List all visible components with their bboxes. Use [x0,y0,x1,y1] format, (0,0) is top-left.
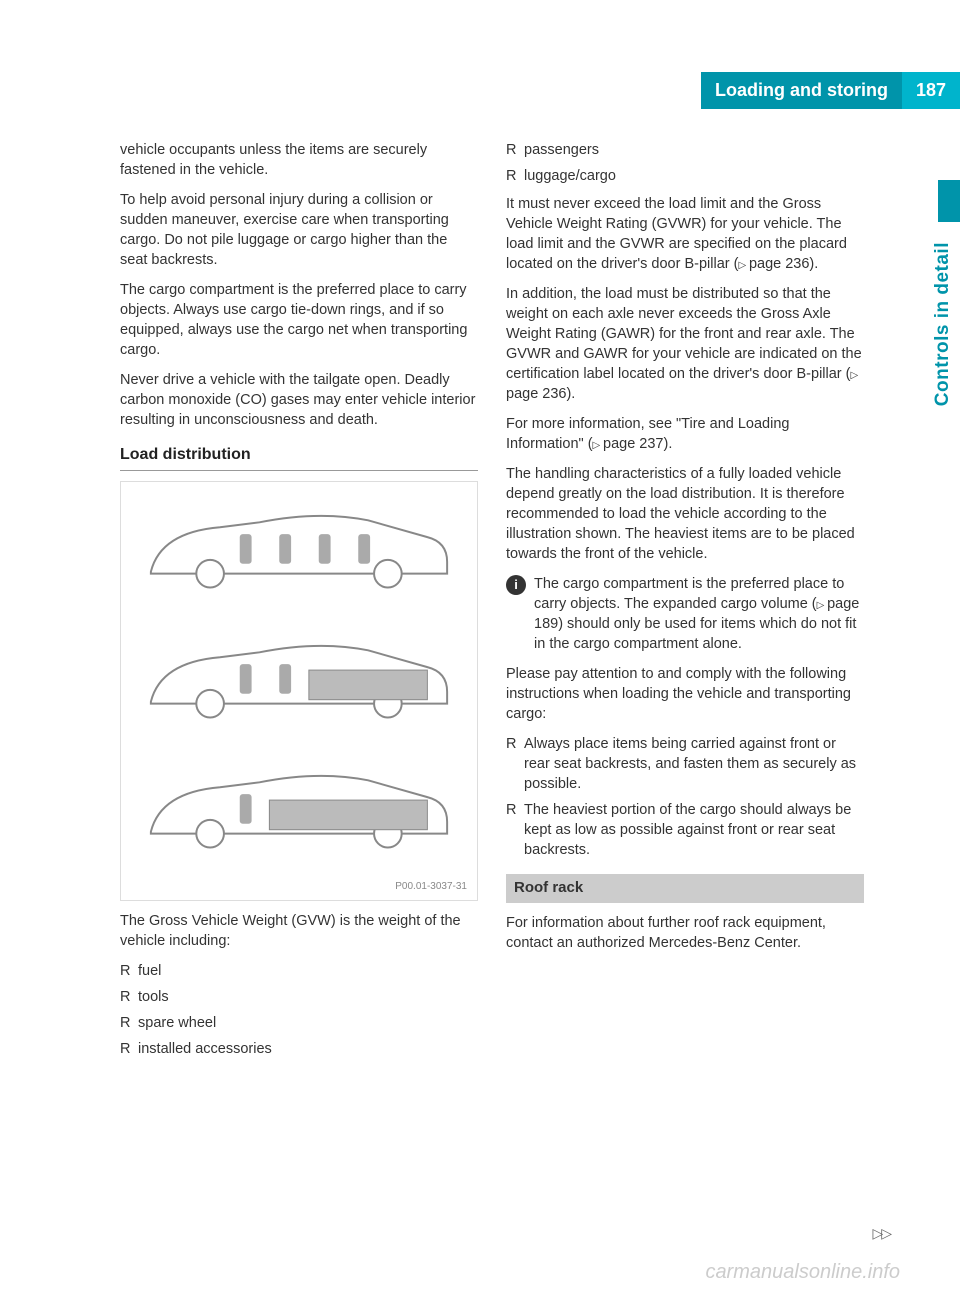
para: Please pay attention to and comply with … [506,664,864,724]
header-bar: Loading and storing 187 [701,72,960,109]
para: The handling characteristics of a fully … [506,464,864,564]
list-item: tools [120,987,478,1007]
watermark-text: carmanualsonline.info [705,1261,900,1284]
section-heading-load-distribution: Load distribution [120,444,478,471]
page-number: 187 [902,72,960,109]
gvw-includes-list-cont: passengers luggage/cargo [506,140,864,186]
para: For information about further roof rack … [506,913,864,953]
side-tab-label: Controls in detail [926,230,960,418]
left-column: vehicle occupants unless the items are s… [120,140,478,1067]
para: It must never exceed the load limit and … [506,194,864,274]
para: Never drive a vehicle with the tailgate … [120,370,478,430]
para: The Gross Vehicle Weight (GVW) is the we… [120,911,478,951]
gvw-includes-list: fuel tools spare wheel installed accesso… [120,961,478,1059]
info-note: i The cargo compartment is the preferred… [506,574,864,654]
list-item: fuel [120,961,478,981]
side-tab-marker [938,180,960,222]
list-item: installed accessories [120,1039,478,1059]
para: The cargo compartment is the preferred p… [120,280,478,360]
chapter-title: Loading and storing [701,72,902,109]
section-heading-roof-rack: Roof rack [506,874,864,903]
list-item: passengers [506,140,864,160]
list-item: spare wheel [120,1013,478,1033]
para: vehicle occupants unless the items are s… [120,140,478,180]
list-item: Always place items being carried against… [506,734,864,794]
list-item: luggage/cargo [506,166,864,186]
right-column: passengers luggage/cargo It must never e… [506,140,864,1067]
para: In addition, the load must be distribute… [506,284,864,404]
para: To help avoid personal injury during a c… [120,190,478,270]
load-distribution-illustration: P00.01-3037-31 [120,481,478,901]
para: For more information, see "Tire and Load… [506,414,864,454]
list-item: The heaviest portion of the cargo should… [506,800,864,860]
content-columns: vehicle occupants unless the items are s… [120,140,900,1067]
loading-instructions-list: Always place items being carried against… [506,734,864,860]
info-icon: i [506,575,526,595]
continue-arrow-icon: ▷▷ [872,1225,890,1242]
illustration-code: P00.01-3037-31 [395,880,467,894]
